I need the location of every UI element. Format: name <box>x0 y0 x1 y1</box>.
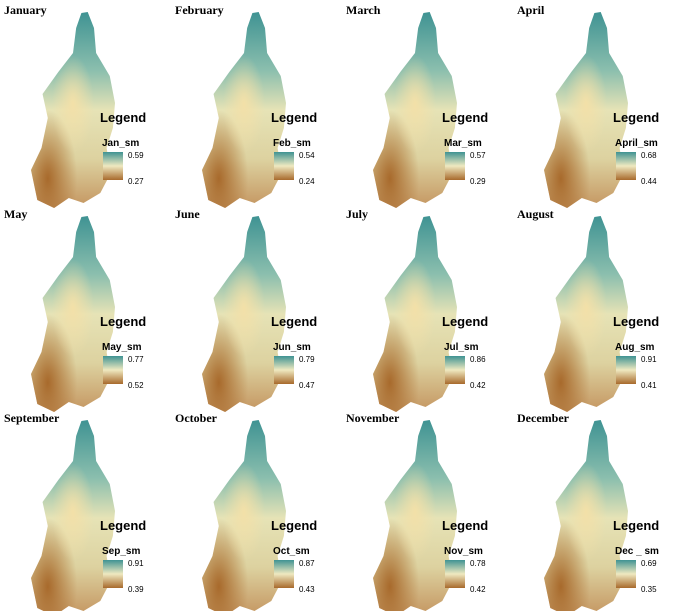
legend-field: Mar_sm <box>444 138 482 149</box>
legend-ramp <box>616 356 636 384</box>
map-panel: August Legend Aug_sm 0.91 0.41 <box>517 207 659 412</box>
legend-min: 0.44 <box>641 177 657 186</box>
legend-max: 0.86 <box>470 355 486 364</box>
map-title: March <box>346 3 381 17</box>
legend-field: May_sm <box>102 342 142 353</box>
legend-ramp <box>445 152 465 180</box>
legend-min: 0.35 <box>641 585 657 594</box>
map-panel: April Legend April_sm 0.68 0.44 <box>517 3 659 208</box>
legend-field: Sep_sm <box>102 546 140 557</box>
map-title: January <box>4 3 47 17</box>
region-center <box>544 420 628 611</box>
legend-min: 0.39 <box>128 585 144 594</box>
map-title: April <box>517 3 545 17</box>
map-panel: December Legend Dec _ sm 0.69 0.35 <box>517 411 659 611</box>
legend-ramp <box>445 560 465 588</box>
legend-ramp <box>445 356 465 384</box>
map-panel: July Legend Jul_sm 0.86 0.42 <box>346 207 488 412</box>
legend-ramp <box>616 152 636 180</box>
legend-max: 0.79 <box>299 355 315 364</box>
map-region <box>544 420 628 611</box>
legend-min: 0.24 <box>299 177 315 186</box>
map-panel: May Legend May_sm 0.77 0.52 <box>4 207 146 412</box>
legend-field: Dec _ sm <box>615 546 659 557</box>
legend-max: 0.54 <box>299 151 315 160</box>
legend-ramp <box>274 356 294 384</box>
legend-min: 0.43 <box>299 585 315 594</box>
map-title: September <box>4 411 60 425</box>
legend-title: Legend <box>100 110 146 125</box>
legend-field: Nov_sm <box>444 546 483 557</box>
legend-field: April_sm <box>615 138 658 149</box>
legend-ramp <box>274 152 294 180</box>
legend-title: Legend <box>613 110 659 125</box>
legend-title: Legend <box>613 314 659 329</box>
map-panel: October Legend Oct_sm 0.87 0.43 <box>175 411 317 611</box>
map-title: June <box>175 207 200 221</box>
region-center <box>373 420 457 611</box>
legend-title: Legend <box>442 110 488 125</box>
legend-max: 0.87 <box>299 559 315 568</box>
legend-title: Legend <box>271 314 317 329</box>
map-panel: March Legend Mar_sm 0.57 0.29 <box>346 3 488 208</box>
map-title: July <box>346 207 368 221</box>
map-region <box>202 420 286 611</box>
legend-field: Feb_sm <box>273 138 311 149</box>
legend-min: 0.27 <box>128 177 144 186</box>
legend-min: 0.42 <box>470 381 486 390</box>
legend-min: 0.41 <box>641 381 657 390</box>
map-panel: January Legend Jan_sm 0.59 0.27 <box>4 3 146 208</box>
map-title: August <box>517 207 554 221</box>
legend-title: Legend <box>100 518 146 533</box>
legend-field: Jul_sm <box>444 342 479 353</box>
legend-field: Aug_sm <box>615 342 655 353</box>
legend-ramp <box>103 356 123 384</box>
legend-max: 0.77 <box>128 355 144 364</box>
legend-max: 0.91 <box>128 559 144 568</box>
map-panel: June Legend Jun_sm 0.79 0.47 <box>175 207 317 412</box>
legend-ramp <box>274 560 294 588</box>
legend-title: Legend <box>271 110 317 125</box>
legend-max: 0.57 <box>470 151 486 160</box>
legend-max: 0.78 <box>470 559 486 568</box>
map-title: May <box>4 207 27 221</box>
map-title: December <box>517 411 570 425</box>
map-region <box>373 420 457 611</box>
legend-max: 0.68 <box>641 151 657 160</box>
legend-title: Legend <box>613 518 659 533</box>
region-center <box>31 420 115 611</box>
legend-max: 0.59 <box>128 151 144 160</box>
legend-min: 0.42 <box>470 585 486 594</box>
legend-max: 0.91 <box>641 355 657 364</box>
legend-ramp <box>103 560 123 588</box>
map-title: November <box>346 411 400 425</box>
legend-ramp <box>616 560 636 588</box>
region-center <box>202 420 286 611</box>
legend-title: Legend <box>100 314 146 329</box>
map-title: February <box>175 3 224 17</box>
legend-title: Legend <box>442 518 488 533</box>
legend-min: 0.47 <box>299 381 315 390</box>
map-panel: September Legend Sep_sm 0.91 0.39 <box>4 411 146 611</box>
legend-ramp <box>103 152 123 180</box>
legend-min: 0.52 <box>128 381 144 390</box>
legend-field: Jun_sm <box>273 342 311 353</box>
map-panel: February Legend Feb_sm 0.54 0.24 <box>175 3 317 208</box>
legend-field: Jan_sm <box>102 138 139 149</box>
map-title: October <box>175 411 218 425</box>
map-region <box>31 420 115 611</box>
legend-title: Legend <box>271 518 317 533</box>
legend-max: 0.69 <box>641 559 657 568</box>
legend-title: Legend <box>442 314 488 329</box>
legend-min: 0.29 <box>470 177 486 186</box>
map-panel: November Legend Nov_sm 0.78 0.42 <box>346 411 488 611</box>
legend-field: Oct_sm <box>273 546 310 557</box>
